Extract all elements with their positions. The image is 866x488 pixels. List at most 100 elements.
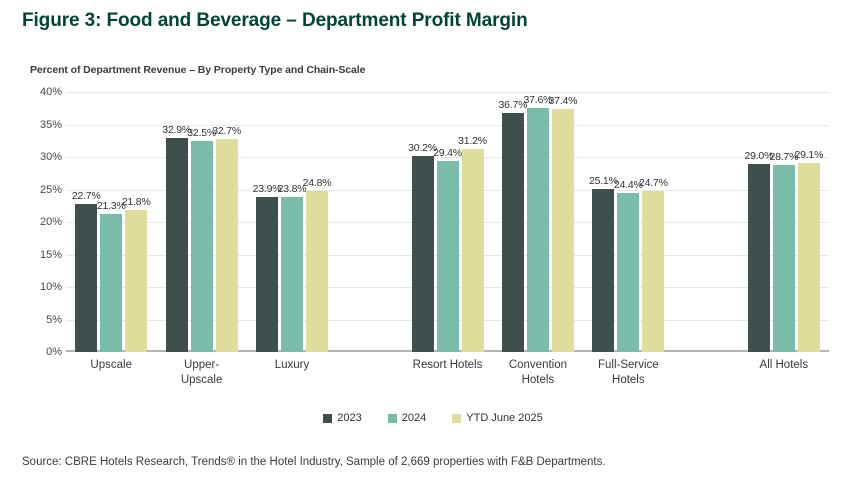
bar-value-label: 25.1% — [588, 174, 618, 187]
x-axis-category-label: Upper- Upscale — [156, 358, 246, 388]
bar-value-label: 30.2% — [408, 141, 437, 154]
bar-value-label: 37.4% — [548, 94, 578, 107]
bar[interactable] — [215, 139, 238, 352]
y-axis-tick-label: 40% — [39, 86, 62, 98]
bar-column[interactable]: 32.9% — [162, 92, 191, 352]
bar[interactable] — [100, 213, 123, 352]
bar-value-label: 28.7% — [769, 151, 799, 164]
x-label-line: Upscale — [90, 359, 132, 371]
y-axis-tick-label: 10% — [39, 281, 62, 293]
bar-column[interactable]: 37.4% — [549, 92, 578, 352]
legend-label: YTD June 2025 — [466, 412, 543, 424]
x-axis-category-label: Upscale — [66, 358, 156, 388]
gridline — [66, 92, 829, 93]
bar[interactable] — [592, 188, 615, 352]
bar-column[interactable]: 23.8% — [278, 92, 307, 352]
x-label-line: Resort Hotels — [412, 359, 483, 371]
x-axis-category-label: Convention Hotels — [493, 358, 583, 388]
bar-value-label: 32.7% — [212, 125, 241, 138]
bar-value-label: 24.8% — [302, 176, 332, 189]
y-axis-tick-label: 5% — [46, 313, 62, 326]
bar-column[interactable]: 24.8% — [303, 92, 332, 352]
bar-value-label: 29.0% — [744, 149, 774, 162]
legend-label: 2023 — [337, 412, 362, 424]
bar-column[interactable]: 37.6% — [524, 92, 553, 352]
bar[interactable] — [190, 140, 213, 352]
page-title: Figure 3: Food and Beverage – Department… — [22, 10, 528, 31]
bar[interactable] — [306, 190, 329, 352]
chart-plot-area: 0% 5% 10% 15% 20% 25% 30% 35% 40% 22.7% 21.3% 21.8… — [0, 86, 866, 386]
bar-group: 29.0% 28.7% 29.1% — [739, 92, 829, 352]
bar-value-label: 23.9% — [252, 182, 282, 195]
y-axis-tick-label: 0% — [46, 346, 62, 358]
bar[interactable] — [256, 196, 279, 352]
group-spacer — [674, 92, 739, 352]
y-axis-tick-label: 15% — [39, 248, 62, 261]
x-axis-category-label: Full-Service Hotels — [583, 358, 673, 388]
bar-column[interactable]: 21.8% — [122, 92, 151, 352]
bar-value-label: 37.6% — [523, 93, 553, 106]
y-axis-tick-label: 20% — [39, 216, 62, 228]
y-axis-labels: 0% 5% 10% 15% 20% 25% 30% 35% 40% — [0, 86, 62, 358]
bar-column[interactable]: 32.7% — [212, 92, 241, 352]
bar-column[interactable]: 29.4% — [433, 92, 462, 352]
x-label-line: Hotels — [612, 374, 645, 386]
legend-swatch-icon — [387, 413, 397, 423]
bar-column[interactable]: 22.7% — [72, 92, 101, 352]
bar-group: 30.2% 29.4% 31.2% — [402, 92, 492, 352]
bar-column[interactable]: 29.0% — [744, 92, 773, 352]
bar-column[interactable]: 32.5% — [187, 92, 216, 352]
bar-group: 22.7% 21.3% 21.8% — [66, 92, 156, 352]
bar[interactable] — [501, 113, 524, 352]
bar-column[interactable]: 36.7% — [499, 92, 528, 352]
legend-item[interactable]: YTD June 2025 — [452, 412, 543, 424]
bar-group: 36.7% 37.6% 37.4% — [493, 92, 583, 352]
x-label-line: All Hotels — [759, 359, 809, 371]
gridline — [66, 157, 829, 158]
bar[interactable] — [772, 165, 795, 352]
bar-group: 25.1% 24.4% 24.7% — [583, 92, 673, 352]
bar-column[interactable]: 23.9% — [253, 92, 282, 352]
bar-column[interactable]: 29.1% — [794, 92, 823, 352]
bar[interactable] — [436, 160, 459, 352]
bar[interactable] — [797, 162, 820, 352]
bar[interactable] — [526, 107, 549, 352]
bar-value-label: 24.4% — [613, 179, 643, 192]
bar[interactable] — [461, 149, 484, 352]
bar-column[interactable]: 24.7% — [639, 92, 668, 352]
bar[interactable] — [747, 163, 770, 352]
bar-value-label: 24.7% — [638, 177, 668, 190]
legend-swatch-icon — [452, 413, 462, 423]
x-label-line: Convention — [508, 359, 568, 371]
bar[interactable] — [642, 191, 665, 352]
bar-value-label: 21.8% — [121, 196, 151, 209]
x-axis-category-label: Resort Hotels — [402, 358, 492, 388]
bar-column[interactable]: 25.1% — [589, 92, 618, 352]
legend-item[interactable]: 2023 — [323, 412, 362, 424]
legend-swatch-icon — [323, 413, 333, 423]
legend-label: 2024 — [401, 412, 427, 424]
bar-column[interactable]: 30.2% — [408, 92, 437, 352]
bar[interactable] — [125, 210, 148, 352]
bar[interactable] — [165, 138, 188, 352]
bar-column[interactable]: 24.4% — [614, 92, 643, 352]
bar[interactable] — [411, 155, 434, 352]
bar[interactable] — [75, 204, 98, 352]
x-label-line: Hotels — [521, 374, 555, 386]
bar[interactable] — [281, 197, 304, 352]
bar-column[interactable]: 31.2% — [458, 92, 487, 352]
bar-value-label: 29.4% — [433, 146, 462, 159]
legend-item[interactable]: 2024 — [387, 412, 427, 424]
bar-value-label: 36.7% — [498, 99, 528, 112]
bar[interactable] — [551, 108, 574, 352]
x-label-spacer — [337, 358, 402, 388]
bar-column[interactable]: 28.7% — [769, 92, 798, 352]
x-label-line: Full-Service — [597, 359, 659, 371]
source-note: Source: CBRE Hotels Research, Trends® in… — [22, 456, 606, 468]
bar[interactable] — [617, 193, 640, 352]
bar-value-label: 21.3% — [96, 199, 126, 212]
bar-groups: 22.7% 21.3% 21.8% 32.9% 32.5% 32.7% 23.9% 23.8%… — [66, 92, 829, 352]
bar-group: 32.9% 32.5% 32.7% — [156, 92, 246, 352]
bar-column[interactable]: 21.3% — [97, 92, 126, 352]
